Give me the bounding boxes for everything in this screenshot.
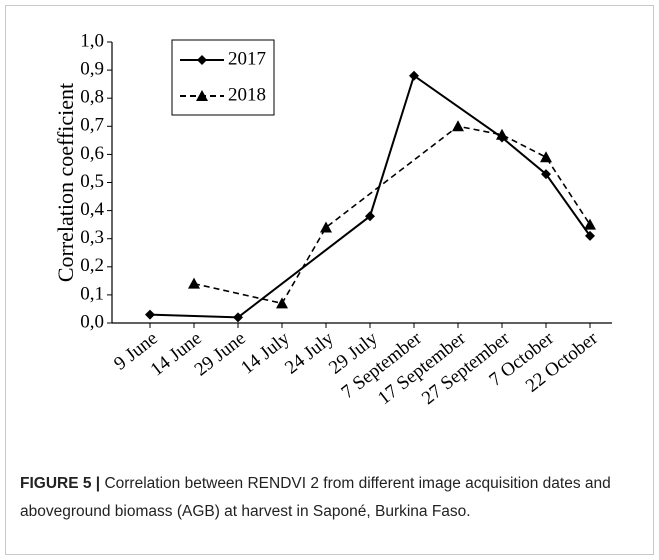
y-tick-label: 0,8 <box>80 87 104 108</box>
x-tick-label: 14 July <box>237 328 294 379</box>
marker <box>496 128 508 140</box>
chart: 0,0 0,1 0,2 0,3 0,4 0,5 0,6 0,7 0,8 0,9 1,0 Correla… <box>53 30 612 409</box>
marker <box>541 169 551 180</box>
y-tick-label: 0,5 <box>80 171 104 192</box>
legend-label: 2017 <box>228 48 266 69</box>
y-tick-label: 0,3 <box>80 227 104 248</box>
caption-text: Correlation between RENDVI 2 from differ… <box>20 475 611 520</box>
x-tick-label: 29 June <box>191 328 250 381</box>
y-tick-label: 0,2 <box>80 255 104 276</box>
caption-label: FIGURE 5 | <box>20 475 101 492</box>
marker <box>197 55 207 65</box>
marker <box>452 120 464 132</box>
x-tick-label: 24 July <box>281 328 338 379</box>
y-tick-label: 1,0 <box>80 30 104 51</box>
y-tick-label: 0,0 <box>80 311 104 332</box>
marker <box>365 211 375 222</box>
legend-label: 2018 <box>228 84 266 105</box>
figure-frame <box>5 5 654 555</box>
marker <box>145 309 155 320</box>
marker <box>540 151 552 163</box>
y-tick-label: 0,9 <box>80 58 104 79</box>
marker <box>188 277 200 289</box>
caption: FIGURE 5 | Correlation between RENDVI 2 … <box>20 470 645 526</box>
legend-box <box>171 39 275 116</box>
series-line <box>193 125 591 305</box>
y-tick-label: 0,6 <box>80 143 104 164</box>
y-tick-label: 0,1 <box>80 283 104 304</box>
marker <box>233 312 243 323</box>
y-axis-label: Correlation coefficient <box>53 83 78 282</box>
marker <box>276 297 288 309</box>
marker <box>320 221 332 233</box>
marker <box>584 218 596 230</box>
marker <box>409 70 419 81</box>
marker <box>585 230 595 241</box>
y-tick-label: 0,4 <box>80 199 104 220</box>
marker <box>196 90 208 101</box>
y-tick-label: 0,7 <box>80 115 104 136</box>
